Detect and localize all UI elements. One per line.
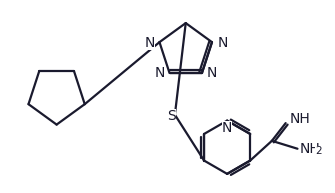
Text: N: N xyxy=(154,66,164,80)
Text: N: N xyxy=(218,36,228,50)
Text: N: N xyxy=(207,66,217,80)
Text: NH: NH xyxy=(289,112,310,126)
Text: N: N xyxy=(144,36,154,50)
Text: S: S xyxy=(168,109,176,123)
Text: N: N xyxy=(222,121,232,135)
Text: 2: 2 xyxy=(315,146,322,156)
Text: NH: NH xyxy=(299,142,320,156)
